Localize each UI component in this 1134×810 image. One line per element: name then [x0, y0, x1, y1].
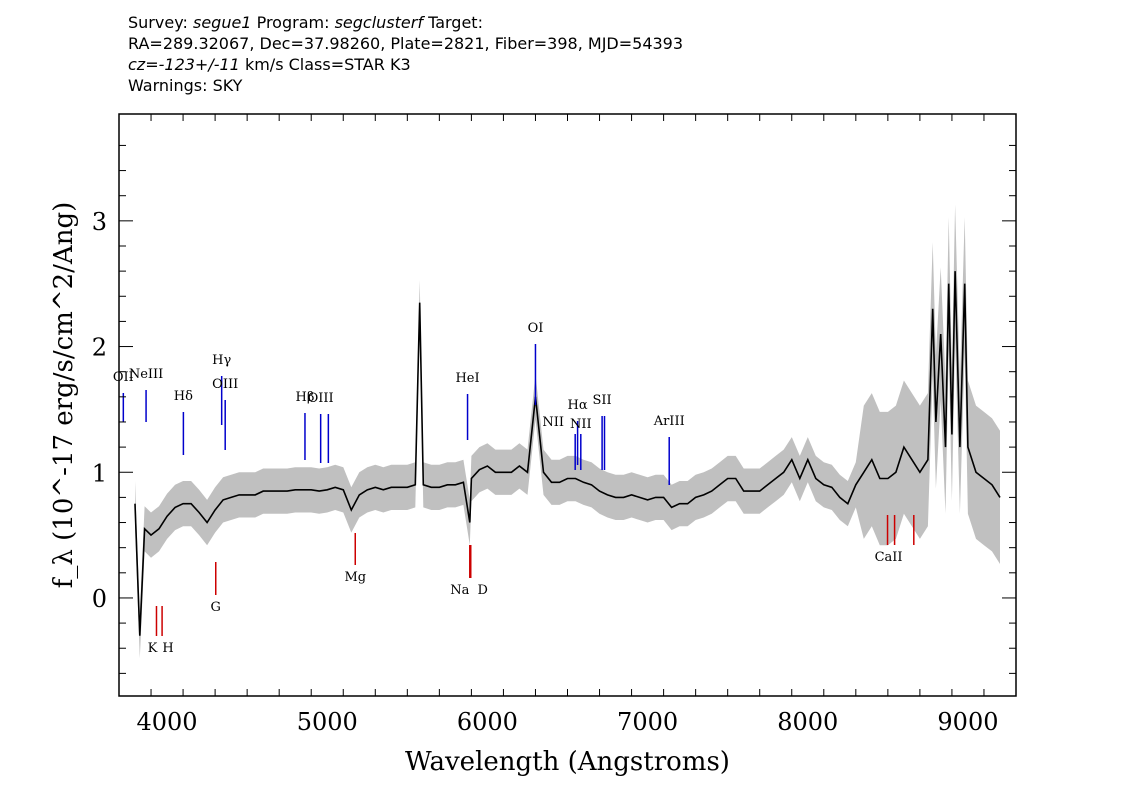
emission-label: OI	[528, 321, 544, 336]
spectrum-header: Survey: segue1 Program: segclusterf Targ…	[128, 12, 683, 96]
y-tick-label: 1	[92, 459, 107, 487]
emission-label: NII	[570, 417, 592, 432]
x-tick-label: 8000	[777, 708, 838, 736]
line-marker-layer: OIINeIIIHδHγOIIIHβOIIIHeIOINIIHαNIISIIAr…	[113, 321, 915, 656]
spectrum-line-layer	[134, 271, 1001, 636]
absorption-label: D	[478, 583, 488, 598]
absorption-label: Mg	[344, 570, 366, 585]
absorption-label: K	[148, 641, 158, 656]
spectrum-line	[134, 271, 1001, 636]
survey-value: segue1	[192, 13, 252, 32]
emission-label: Hδ	[174, 389, 193, 404]
emission-label: NeIII	[129, 367, 163, 382]
cz-label: cz=	[128, 55, 159, 74]
x-tick-label: 4000	[137, 708, 198, 736]
x-tick-label: 9000	[937, 708, 998, 736]
header-line-warnings: Warnings: SKY	[128, 76, 243, 95]
emission-label: Hγ	[212, 353, 231, 368]
emission-label: OIII	[308, 391, 334, 406]
emission-label: NII	[542, 415, 564, 430]
cz-rest: km/s Class=STAR K3	[239, 55, 411, 74]
emission-label: OIII	[212, 377, 238, 392]
header-line-survey: Survey: segue1 Program: segclusterf Targ…	[128, 12, 683, 33]
emission-label: ArIII	[653, 414, 685, 429]
absorption-label: CaII	[875, 550, 903, 565]
absorption-label: Na	[450, 583, 469, 598]
x-axis-label: Wavelength (Angstroms)	[405, 747, 730, 777]
absorption-label: H	[162, 641, 173, 656]
header-line-coords: RA=289.32067, Dec=37.98260, Plate=2821, …	[128, 34, 684, 53]
x-tick-label: 7000	[617, 708, 678, 736]
program-value: segclusterf	[334, 13, 423, 32]
emission-label: OII	[113, 370, 134, 385]
emission-label: Hα	[568, 398, 588, 413]
axes-layer: 4000 5000 6000 7000 8000 9000 0 1 2 3	[92, 113, 1017, 736]
emission-label: HeI	[455, 371, 479, 386]
y-tick-label: 2	[92, 334, 107, 362]
program-label: Program:	[256, 13, 330, 32]
survey-label: Survey:	[128, 13, 188, 32]
y-tick-label: 3	[92, 208, 107, 236]
emission-label: SII	[593, 393, 612, 408]
emission-label: Hβ	[296, 390, 315, 405]
header-line-redshift: cz=-123+/-11 km/s Class=STAR K3	[128, 54, 683, 75]
y-axis-label: f_λ (10^-17 erg/s/cm^2/Ang)	[49, 202, 79, 588]
target-label: Target:	[428, 13, 483, 32]
x-tick-label: 6000	[457, 708, 518, 736]
absorption-label: G	[211, 600, 221, 615]
error-band-layer	[135, 204, 1000, 659]
cz-value: -123+/-11	[158, 55, 240, 74]
error-band	[135, 204, 1000, 659]
x-tick-label: 5000	[297, 708, 358, 736]
y-tick-label: 0	[92, 585, 107, 613]
